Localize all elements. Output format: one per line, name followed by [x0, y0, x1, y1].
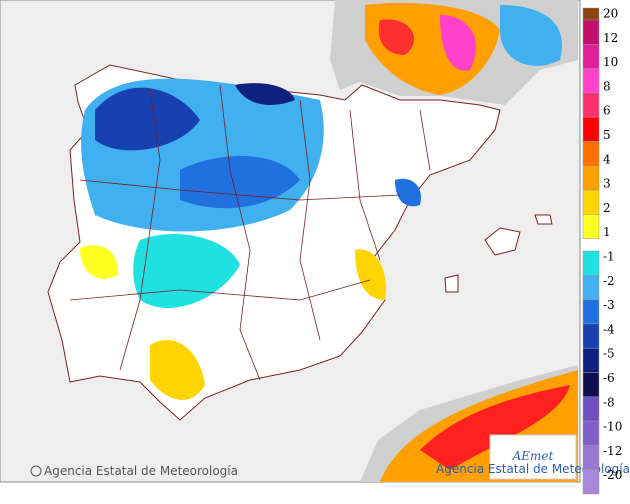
province-borders: [69, 84, 431, 381]
legend-label: 2: [603, 201, 611, 215]
legend-swatch: [582, 189, 600, 215]
legend-swatch: [582, 44, 600, 69]
cool-area: [500, 5, 562, 66]
legend-swatch: [582, 250, 600, 276]
cool-area: [95, 87, 200, 151]
warm-area: [420, 385, 570, 470]
legend-label: 1: [603, 225, 611, 239]
legend-label: -10: [603, 420, 622, 434]
warm-area: [440, 15, 476, 71]
legend-label: -5: [603, 347, 615, 361]
legend-label: 20: [603, 7, 618, 21]
legend-label: 5: [603, 128, 611, 142]
legend-swatch: [582, 165, 600, 191]
legend-label: 6: [603, 104, 611, 118]
warm-area: [150, 339, 205, 400]
legend-swatch: [582, 214, 600, 239]
cool-area: [395, 178, 421, 207]
legend-label: 4: [603, 152, 611, 166]
legend-swatch: [582, 141, 600, 167]
legend-label: -3: [603, 298, 615, 312]
legend-swatch: [582, 469, 600, 495]
ibiza: [444, 274, 459, 293]
cool-area: [180, 156, 300, 209]
legend: 20 12 10 8 6 5 4 3 2 1 -1 -2 -3 -4 -5 -6 -8 -10 -12 -20: [582, 7, 622, 495]
legend-swatch: [582, 68, 600, 94]
legend-swatch: [582, 372, 600, 398]
legend-swatch: [582, 445, 600, 470]
legend-label: -2: [603, 274, 615, 288]
logo-box: [489, 434, 577, 480]
warm-area: [378, 19, 415, 55]
legend-label: -1: [603, 250, 615, 264]
copyright-circle: [30, 465, 42, 477]
legend-swatch: [582, 420, 600, 446]
logo-caption: Agencia Estatal de Meteorología: [436, 462, 630, 476]
legend-label: -20: [603, 468, 622, 482]
warm-area: [355, 249, 386, 300]
legend-swatch: [582, 92, 600, 118]
legend-label: 12: [603, 31, 618, 45]
legend-label: -6: [603, 371, 615, 385]
cool-area: [133, 234, 240, 308]
legend-label: 10: [603, 55, 618, 69]
legend-label: -8: [603, 395, 615, 409]
legend-swatch: [582, 275, 600, 300]
legend-swatch: [582, 396, 600, 422]
legend-label: 8: [603, 79, 611, 93]
legend-swatch: [582, 323, 600, 349]
legend-label: -4: [603, 322, 615, 336]
legend-label: -12: [603, 444, 622, 458]
legend-swatch: [582, 116, 600, 142]
credit: Agencia Estatal de Meteorología: [44, 464, 238, 478]
legend-swatch: [582, 299, 600, 325]
cool-area: [235, 83, 295, 105]
warm-area: [80, 245, 119, 279]
legend-swatch: [582, 347, 600, 373]
menorca: [534, 214, 553, 225]
mallorca: [484, 227, 521, 256]
logo-mark: AEmet: [512, 449, 554, 463]
legend-swatch: [582, 19, 600, 45]
legend-label: 3: [603, 177, 611, 191]
